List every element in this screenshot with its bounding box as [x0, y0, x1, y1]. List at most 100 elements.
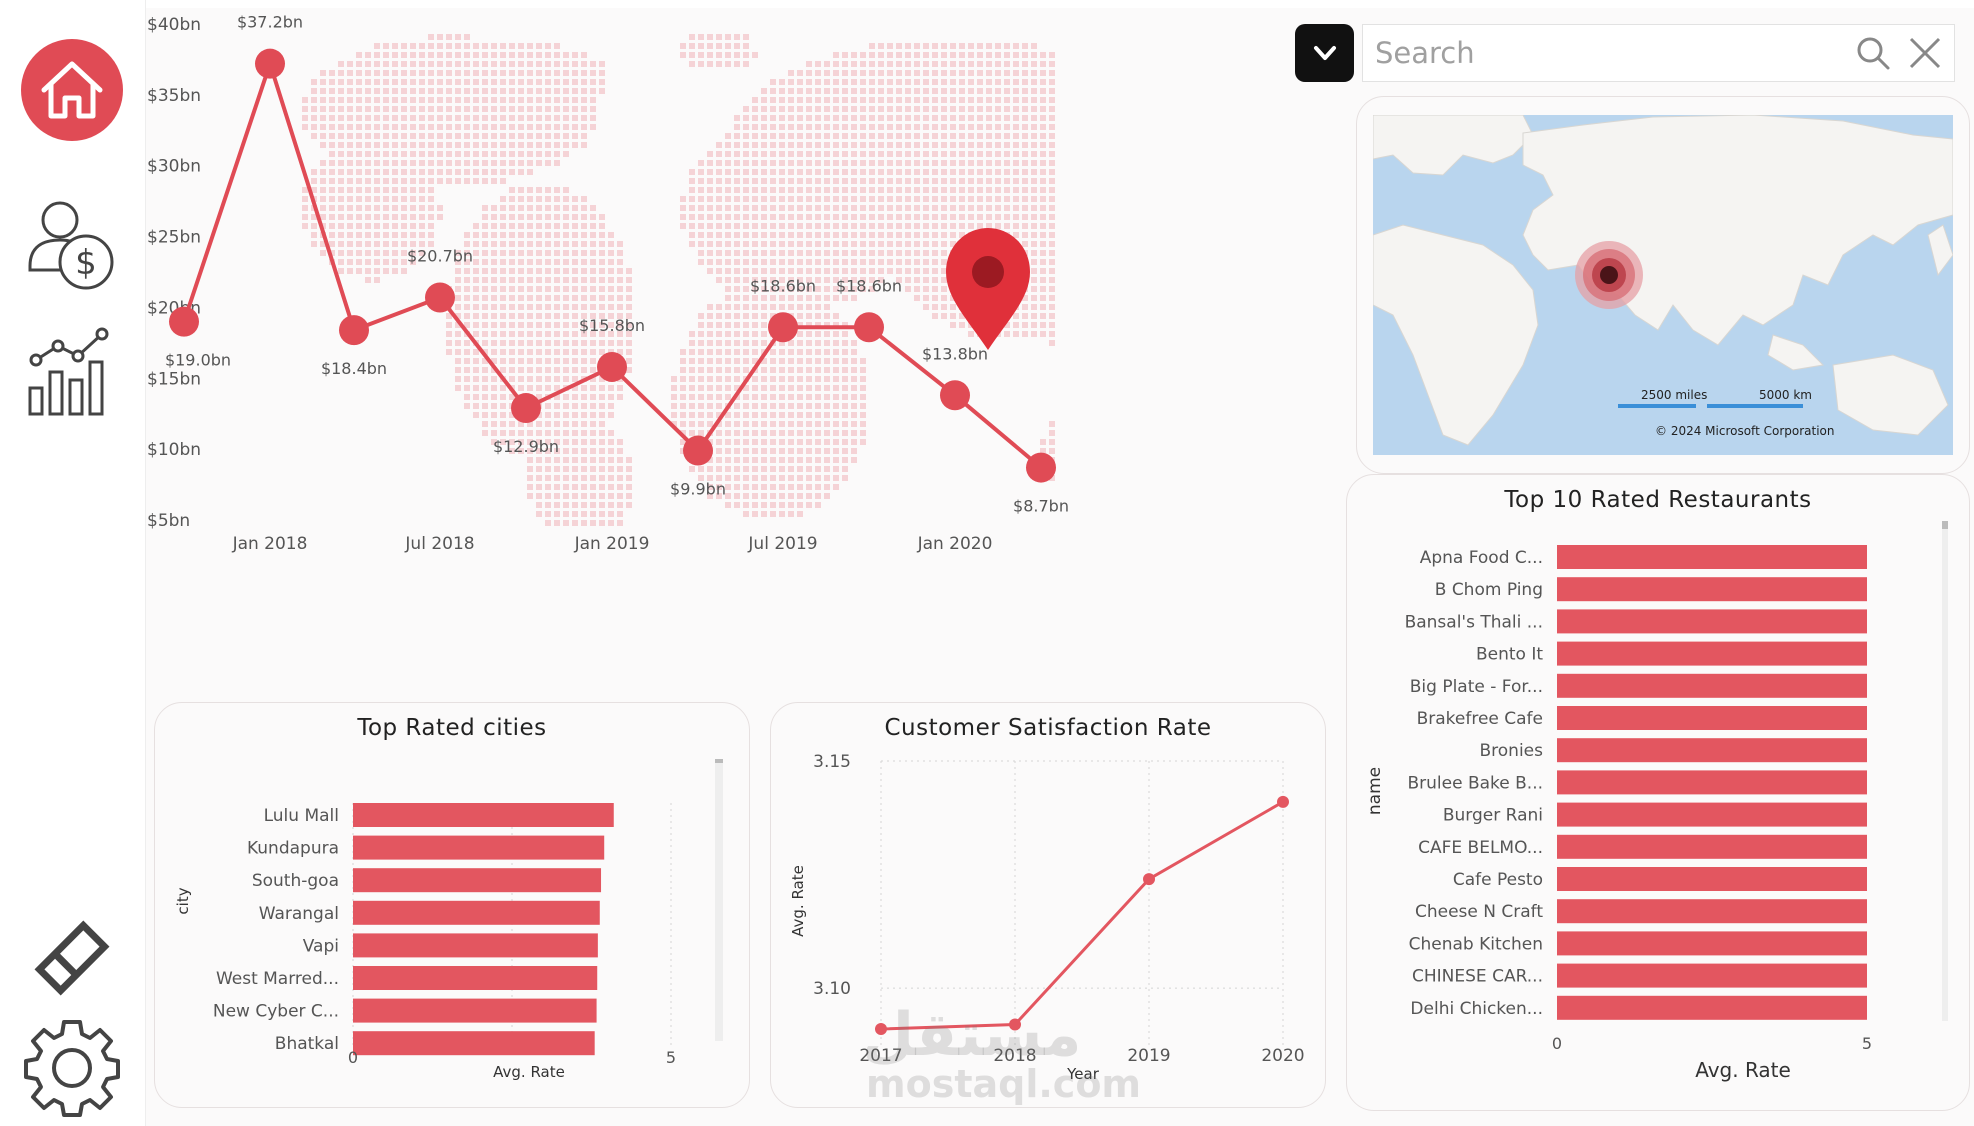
city-bar: [353, 868, 602, 893]
city-bar: [353, 835, 605, 860]
restaurant-bar: [1557, 867, 1867, 891]
restaurants-scrollbar-thumb[interactable]: [1942, 521, 1948, 529]
restaurant-bar: [1557, 738, 1867, 763]
city-label: Vapi: [303, 936, 339, 956]
revenue-data-label: $18.4bn: [321, 359, 387, 378]
close-icon[interactable]: [1907, 35, 1943, 71]
restaurants-scrollbar[interactable]: [1942, 521, 1948, 1021]
search-bar: [1362, 24, 1955, 82]
city-label: West Marred...: [216, 969, 339, 989]
restaurant-bar: [1557, 770, 1867, 795]
restaurant-label: Delhi Chicken...: [1410, 999, 1543, 1019]
x-tick-label: Jul 2018: [404, 534, 474, 554]
city-bar: [353, 900, 600, 925]
search-input[interactable]: [1373, 31, 1817, 75]
city-x-tick: 0: [348, 1048, 358, 1067]
restaurant-label: Chenab Kitchen: [1409, 934, 1543, 954]
map-card: 2500 miles 5000 km © 2024 Microsoft Corp…: [1356, 96, 1970, 474]
nav-settings-button[interactable]: [14, 1010, 130, 1126]
user-dollar-icon: $: [28, 201, 114, 290]
y-tick-label: $15bn: [147, 369, 201, 389]
chevron-down-icon: [1313, 46, 1336, 60]
nav-eraser-button[interactable]: [14, 900, 130, 1016]
restaurants-bar-chart: Apna Food C... B Chom Ping Bansal's Thali …: [1365, 521, 1948, 1082]
city-bar: [353, 933, 598, 958]
restaurant-x-tick: 5: [1862, 1034, 1872, 1053]
y-tick-label: $40bn: [147, 15, 201, 35]
nav-analytics-button[interactable]: [14, 312, 130, 428]
eraser-icon: [34, 920, 110, 996]
revenue-data-label: $18.6bn: [836, 276, 902, 295]
y-tick-label: $25bn: [147, 228, 201, 248]
world-dot-map: [302, 34, 1055, 526]
revenue-data-label: $9.9bn: [670, 480, 726, 499]
nav-home-button[interactable]: [14, 32, 130, 148]
satisfaction-y-axis-title: Avg. Rate: [789, 865, 807, 937]
satisfaction-card: Customer Satisfaction Rate 3.10 3.15 2017 2…: [770, 702, 1326, 1108]
revenue-data-label: $12.9bn: [493, 437, 559, 456]
restaurant-label: Apna Food C...: [1420, 548, 1543, 568]
restaurant-label: Bansal's Thali ...: [1405, 612, 1543, 632]
city-label: Warangal: [259, 904, 339, 924]
x-tick-label: Jan 2019: [574, 534, 650, 554]
cities-chart-title: Top Rated cities: [357, 715, 547, 741]
sidebar: $: [0, 0, 146, 1126]
satisfaction-x-tick: 2018: [993, 1046, 1036, 1066]
revenue-data-point: [425, 282, 455, 313]
restaurant-bar: [1557, 995, 1867, 1020]
search-icon[interactable]: [1855, 35, 1891, 71]
city-bar: [353, 998, 597, 1023]
y-tick-label: $10bn: [147, 440, 201, 460]
restaurant-bar: [1557, 899, 1867, 924]
revenue-data-label: $19.0bn: [165, 351, 231, 370]
dropdown-toggle-button[interactable]: [1295, 24, 1354, 82]
city-label: Bhatkal: [275, 1034, 339, 1054]
x-tick-label: Jan 2018: [232, 534, 308, 554]
revenue-data-label: $8.7bn: [1013, 497, 1069, 516]
svg-text:$: $: [75, 243, 97, 283]
restaurant-label: CAFE BELMO...: [1418, 838, 1543, 858]
restaurant-bar: [1557, 673, 1867, 698]
satisfaction-data-point: [1143, 873, 1155, 886]
restaurant-bar: [1557, 706, 1867, 730]
revenue-line-chart: $5bn$10bn$15bn$20bn$25bn$30bn$35bn$40bn …: [147, 13, 1069, 554]
city-label: New Cyber C...: [213, 1002, 339, 1022]
restaurant-bar: [1557, 545, 1867, 569]
map-attribution: © 2024 Microsoft Corporation: [1655, 424, 1834, 438]
nav-customer-finance-button[interactable]: $: [14, 188, 130, 304]
scale-km-label: 5000 km: [1759, 388, 1812, 402]
bar-chart-growth-icon: [28, 327, 109, 416]
revenue-data-point: [597, 351, 627, 382]
restaurant-bar: [1557, 931, 1867, 956]
location-pin-icon: [946, 228, 1030, 350]
restaurant-label: Cheese N Craft: [1415, 902, 1543, 922]
revenue-data-point: [1026, 452, 1056, 483]
city-bar: [353, 1031, 595, 1056]
restaurant-bar: [1557, 802, 1867, 827]
revenue-data-label: $20.7bn: [407, 247, 473, 266]
restaurant-bar: [1557, 834, 1867, 859]
revenue-data-point: [683, 435, 713, 466]
revenue-data-point: [255, 48, 285, 79]
restaurants-chart-title: Top 10 Rated Restaurants: [1504, 487, 1812, 513]
satisfaction-chart-title: Customer Satisfaction Rate: [884, 715, 1212, 741]
cities-bar-chart: Lulu Mall Kundapura South-goa Warangal Vapi W…: [174, 759, 723, 1081]
restaurant-label: Brulee Bake B...: [1407, 773, 1543, 793]
satisfaction-series-line: [880, 800, 1284, 1031]
cities-x-axis-title: Avg. Rate: [493, 1063, 565, 1081]
satisfaction-y-tick: 3.15: [813, 752, 851, 772]
top-restaurants-card: Top 10 Rated Restaurants Apna Food C... B…: [1346, 474, 1970, 1111]
gear-icon: [24, 1020, 120, 1117]
satisfaction-line-chart: 3.10 3.15 2017 2018 2019 2020 Avg. Rate Year: [789, 752, 1305, 1083]
heat-map[interactable]: 2500 miles 5000 km © 2024 Microsoft Corp…: [1373, 115, 1953, 455]
restaurants-x-axis-title: Avg. Rate: [1695, 1058, 1791, 1082]
revenue-data-label: $18.6bn: [750, 276, 816, 295]
satisfaction-x-tick: 2019: [1127, 1046, 1170, 1066]
cities-scrollbar[interactable]: [715, 759, 723, 1041]
restaurant-label: Cafe Pesto: [1453, 870, 1543, 890]
restaurant-bar: [1557, 641, 1867, 666]
cities-scrollbar-thumb[interactable]: [715, 759, 723, 763]
revenue-data-point: [940, 380, 970, 411]
satisfaction-x-axis-title: Year: [1066, 1065, 1100, 1083]
restaurant-label: CHINESE CAR...: [1412, 967, 1543, 987]
